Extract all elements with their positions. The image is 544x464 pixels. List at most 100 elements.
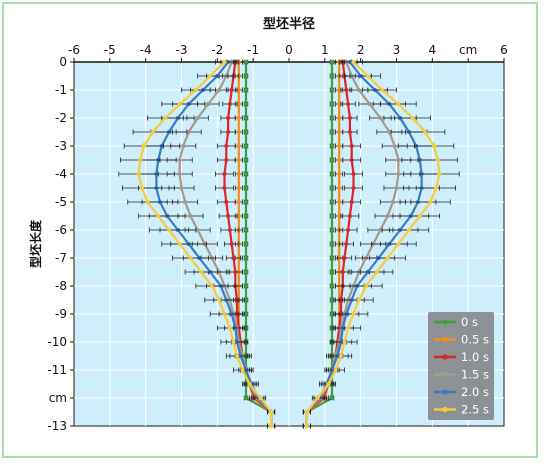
- data-point: [268, 409, 274, 415]
- y-axis-label: 型坯长度: [28, 219, 43, 268]
- data-point: [329, 143, 335, 149]
- data-point: [224, 199, 229, 205]
- data-point: [349, 143, 354, 149]
- y-tick-label: -1: [55, 83, 67, 97]
- legend-label: 1.5 s: [461, 368, 489, 382]
- y-axis-ticks: 0 -1 -2 -3 -4 -5 -6 -7 -8 -9 -10 -11 cm -13: [47, 55, 74, 433]
- data-point: [236, 171, 241, 177]
- data-point: [363, 283, 369, 289]
- data-point: [326, 381, 331, 387]
- data-point: [227, 325, 232, 331]
- data-point: [338, 353, 344, 359]
- data-point: [188, 213, 193, 219]
- data-point: [243, 73, 249, 79]
- data-point: [193, 87, 198, 93]
- y-tick-label: -8: [55, 279, 67, 293]
- data-point: [337, 157, 342, 163]
- data-point: [329, 199, 335, 205]
- legend-swatch-marker: [442, 371, 448, 378]
- data-point: [329, 311, 335, 317]
- data-point: [329, 59, 335, 65]
- data-point: [340, 269, 345, 275]
- data-point: [243, 87, 249, 93]
- x-tick-label: -3: [176, 43, 188, 57]
- data-point: [374, 269, 379, 275]
- data-point: [329, 115, 335, 121]
- data-point: [243, 101, 249, 107]
- data-point: [145, 199, 150, 205]
- legend-label: 0.5 s: [461, 333, 489, 347]
- data-point: [236, 115, 241, 121]
- data-point: [225, 115, 231, 121]
- data-point: [380, 87, 385, 93]
- data-point: [243, 115, 249, 121]
- data-point: [163, 115, 168, 121]
- data-point: [329, 241, 335, 247]
- data-point: [229, 241, 234, 247]
- x-tick-label: 2: [357, 43, 365, 57]
- chart-frame: 型坯半径 型坯长度 -6 -5 -4 -3 -2 -1 0 1 2 3 4 cm 6 0 -1 -2 -3 -4…: [2, 2, 538, 458]
- data-point: [349, 157, 354, 163]
- data-point: [437, 171, 442, 177]
- legend-label: 0 s: [461, 315, 478, 329]
- y-tick-label: -4: [55, 167, 67, 181]
- data-point: [258, 395, 263, 401]
- data-point: [243, 59, 249, 65]
- data-point: [342, 339, 347, 345]
- x-tick-label: -6: [68, 43, 80, 57]
- x-axis-ticks: -6 -5 -4 -3 -2 -1 0 1 2 3 4 cm 6: [68, 43, 508, 63]
- data-point: [396, 171, 401, 177]
- data-point: [333, 367, 338, 373]
- data-point: [243, 157, 249, 163]
- data-point: [243, 395, 249, 401]
- data-point: [150, 129, 155, 135]
- data-point: [186, 129, 191, 135]
- data-point: [236, 87, 241, 93]
- y-tick-label: 0: [59, 55, 67, 69]
- data-point: [342, 255, 347, 261]
- data-point: [356, 87, 361, 93]
- data-point: [234, 353, 240, 359]
- data-point: [243, 255, 249, 261]
- data-point: [225, 129, 231, 135]
- y-tick-label: -6: [55, 223, 67, 237]
- data-point: [337, 101, 342, 107]
- data-point: [346, 227, 351, 233]
- x-tick-label: -1: [247, 43, 259, 57]
- legend-label: 1.0 s: [461, 350, 489, 364]
- data-point: [177, 241, 182, 247]
- data-point: [177, 171, 182, 177]
- data-point: [236, 185, 241, 191]
- legend-swatch-marker: [442, 406, 448, 413]
- data-point: [243, 185, 249, 191]
- y-tick-label: -11: [47, 363, 67, 377]
- data-point: [347, 115, 353, 121]
- data-point: [378, 115, 383, 121]
- data-point: [329, 255, 335, 261]
- series-2-5-s: [118, 59, 460, 429]
- data-point: [396, 101, 401, 107]
- data-point: [346, 325, 351, 331]
- legend-label: 2.0 s: [461, 385, 489, 399]
- data-point: [304, 423, 310, 429]
- x-tick-label: -5: [104, 43, 116, 57]
- data-point: [387, 129, 392, 135]
- x-tick-label: cm: [459, 43, 477, 57]
- data-point: [423, 129, 428, 135]
- data-point: [222, 59, 227, 65]
- data-point: [222, 171, 227, 177]
- data-point: [304, 409, 310, 415]
- data-point: [337, 143, 342, 149]
- data-point: [435, 157, 440, 163]
- y-tick-label: cm: [49, 391, 67, 405]
- y-tick-label: -9: [55, 307, 67, 321]
- data-point: [236, 101, 241, 107]
- data-point: [406, 227, 412, 233]
- data-point: [329, 395, 335, 401]
- data-point: [351, 171, 356, 177]
- data-point: [356, 297, 361, 303]
- data-point: [236, 157, 241, 163]
- data-point: [394, 185, 399, 191]
- y-tick-label: -2: [55, 111, 67, 125]
- data-point: [329, 101, 335, 107]
